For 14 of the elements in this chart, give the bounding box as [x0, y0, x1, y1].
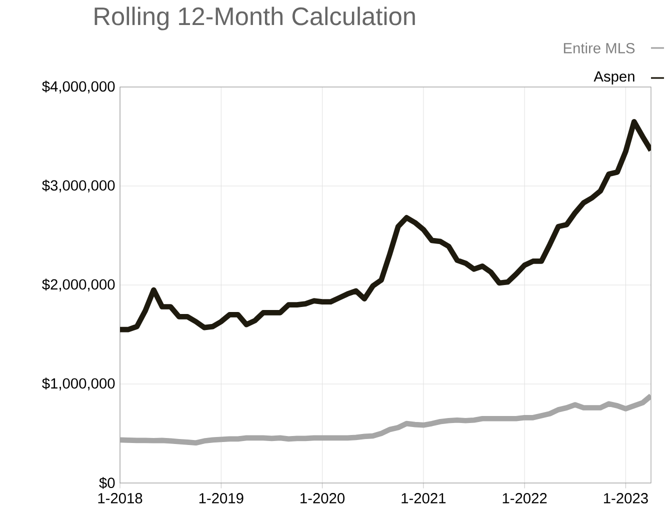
x-tick-label: 1-2020 [300, 493, 345, 504]
x-tick-label: 1-2018 [98, 493, 142, 504]
chart-title: Rolling 12-Month Calculation [94, 6, 415, 30]
x-tick-label: 1-2021 [402, 493, 446, 504]
x-tick-label: 1-2023 [604, 493, 648, 504]
legend-label: Entire MLS [564, 42, 635, 54]
legend-label: Aspen [594, 71, 634, 85]
y-tick-label: $0 [99, 477, 115, 489]
y-tick-label: $4,000,000 [42, 80, 115, 94]
x-tick-label: 1-2022 [502, 493, 547, 504]
y-tick-label: $3,000,000 [42, 180, 115, 192]
x-tick-label: 1-2019 [199, 493, 244, 504]
y-tick-label: $2,000,000 [42, 278, 115, 292]
y-tick-label: $1,000,000 [42, 378, 115, 390]
